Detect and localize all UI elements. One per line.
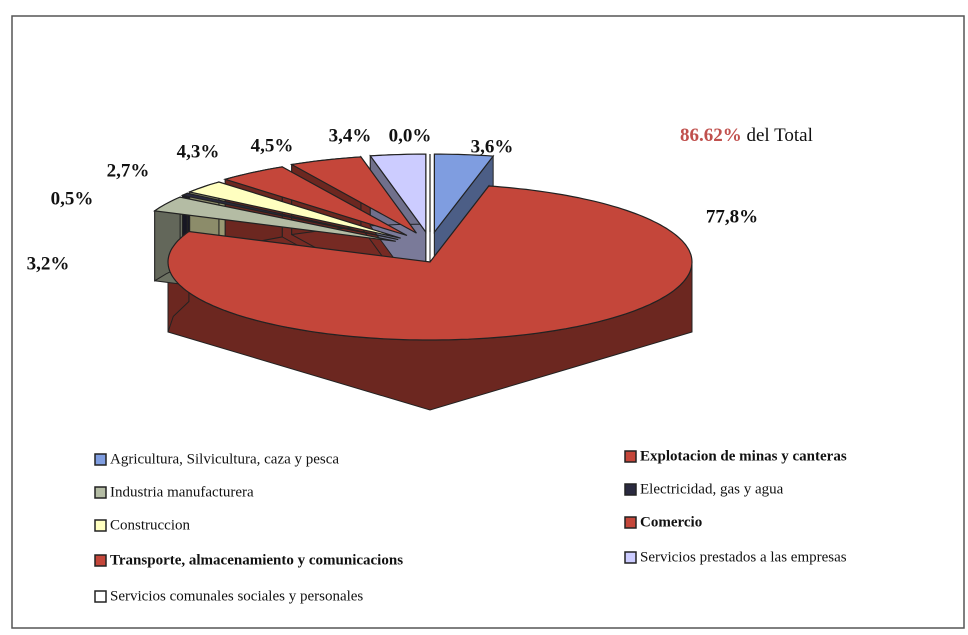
frame <box>11 15 965 629</box>
legend-label: Electricidad, gas y agua <box>640 481 784 497</box>
legend-swatch <box>624 551 637 564</box>
data-label: 0,0% <box>389 125 432 146</box>
legend-label: Servicios comunales sociales y personale… <box>110 588 363 604</box>
slice <box>369 153 427 234</box>
legend-swatch <box>94 519 107 532</box>
data-label: 3,6% <box>471 136 514 157</box>
legend-label: Transporte, almacenamiento y comunicacio… <box>110 552 403 568</box>
legend-label: Construccion <box>110 517 190 533</box>
slice <box>223 166 408 237</box>
legend-swatch <box>94 453 107 466</box>
data-label: 4,5% <box>251 135 294 156</box>
annotation-value: 86.62% <box>680 125 742 146</box>
slice <box>167 185 693 341</box>
legend-swatch <box>94 486 107 499</box>
legend-swatch <box>94 590 107 603</box>
slice <box>433 153 495 234</box>
legend-label: Explotacion de minas y canteras <box>640 448 847 464</box>
legend-swatch <box>624 483 637 496</box>
legend-label: Comercio <box>640 514 702 530</box>
legend-label: Agricultura, Silvicultura, caza y pesca <box>110 451 339 467</box>
slice <box>187 181 401 239</box>
data-label: 3,4% <box>329 125 372 146</box>
slice <box>153 196 396 242</box>
data-label: 3,2% <box>27 253 70 274</box>
data-label: 77,8% <box>706 206 758 227</box>
legend-swatch <box>94 554 107 567</box>
annotation-text: del Total <box>747 125 813 146</box>
legend-swatch <box>624 450 637 463</box>
data-label: 2,7% <box>107 160 150 181</box>
legend-swatch <box>624 516 637 529</box>
slice <box>180 192 399 241</box>
data-label: 4,3% <box>177 141 220 162</box>
annotation: 86.62% del Total <box>680 125 813 146</box>
data-label: 0,5% <box>51 188 94 209</box>
legend-label: Industria manufacturera <box>110 484 254 500</box>
legend-label: Servicios prestados a las empresas <box>640 549 847 565</box>
slice <box>289 156 417 234</box>
